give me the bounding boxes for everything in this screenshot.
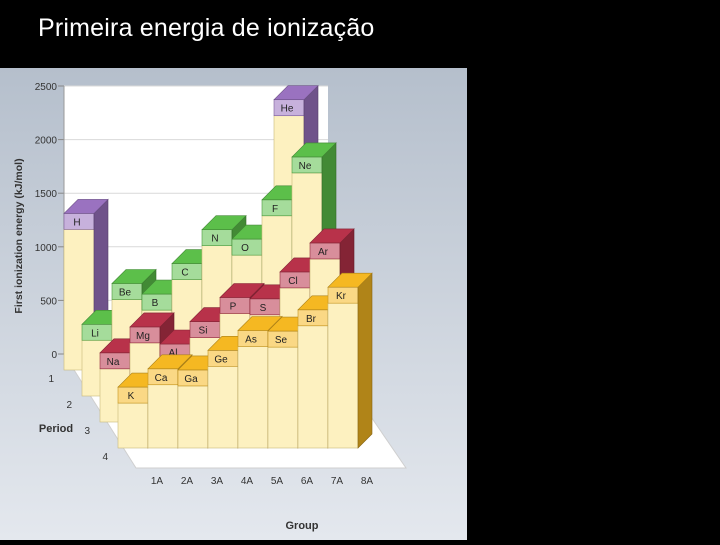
x-tick-label-4A: 4A <box>241 476 254 487</box>
x-axis-label: Group <box>286 520 319 532</box>
bar-label-Se: Se <box>275 335 288 346</box>
bar-top-N <box>201 215 247 230</box>
period-tick-label-4: 4 <box>102 452 108 463</box>
x-tick-label-8A: 8A <box>361 476 374 487</box>
bar-label-He: He <box>281 104 294 115</box>
bar-top-Be <box>111 269 157 284</box>
y-tick-label: 2000 <box>35 136 58 147</box>
bar-label-Ne: Ne <box>299 161 312 172</box>
bar-label-N: N <box>211 234 218 245</box>
y-tick-label: 1500 <box>35 189 58 200</box>
x-tick-label-7A: 7A <box>331 476 344 487</box>
y-tick-label: 0 <box>51 350 57 361</box>
bar-label-As: As <box>245 334 257 345</box>
bar-top-Ne <box>291 142 337 158</box>
bar-label-Ge: Ge <box>214 354 228 365</box>
bar-label-O: O <box>241 243 249 254</box>
bar-top-P <box>219 283 265 298</box>
x-axis: 1A 2A 3A 4A 5A 6A 7A 8A <box>151 476 374 487</box>
bar-label-F: F <box>272 204 278 215</box>
bar-label-B: B <box>152 298 159 309</box>
bar-label-Ca: Ca <box>155 373 168 384</box>
period-tick-label-3: 3 <box>84 426 90 437</box>
bar-top-Kr <box>327 272 373 288</box>
bar-label-Be: Be <box>119 288 132 299</box>
bar-front-Ca <box>147 384 179 449</box>
bar-front-Kr <box>327 302 359 449</box>
x-tick-label-5A: 5A <box>271 476 284 487</box>
period-axis: 1 2 3 4 <box>48 374 108 463</box>
bar-top-Mg <box>129 312 175 328</box>
bar-label-Cl: Cl <box>288 276 297 287</box>
bar-front-As <box>237 346 269 449</box>
bar-label-H: H <box>73 217 80 228</box>
bar-top-Ca <box>147 354 193 370</box>
bar-label-Mg: Mg <box>136 331 150 342</box>
y-tick-label: 500 <box>40 296 57 307</box>
bar-top-As <box>237 316 283 331</box>
bar-label-C: C <box>181 268 188 279</box>
bar-label-Na: Na <box>107 357 120 368</box>
x-tick-label-3A: 3A <box>211 476 224 487</box>
ionization-energy-3d-bar-chart: 0 500 1000 1500 2000 2500 H He Li Be B C N O F Ne Na Mg A… <box>0 68 467 540</box>
bar-top-Ar <box>309 228 355 244</box>
bar-top-He <box>273 85 319 101</box>
bar-label-Br: Br <box>306 314 317 325</box>
bar-front-Ge <box>207 366 239 449</box>
bar-label-Si: Si <box>199 326 208 337</box>
bar-label-Ar: Ar <box>318 247 329 258</box>
period-axis-label: Period <box>39 423 73 435</box>
x-tick-label-2A: 2A <box>181 476 194 487</box>
bar-label-Li: Li <box>91 328 99 339</box>
bars: H He Li Be B C N O F Ne Na Mg Al Si P S Cl Ar K Ca Ga Ge As Se B… <box>63 84 373 449</box>
y-axis-label: First ionization energy (kJ/mol) <box>13 158 25 313</box>
bar-label-S: S <box>260 303 267 314</box>
bar-side-Kr <box>357 272 373 449</box>
bar-label-Ga: Ga <box>184 374 198 385</box>
bar-label-Al: Al <box>169 348 178 359</box>
bar-Kr: Kr <box>327 272 373 449</box>
slide-title: Primeira energia de ionização <box>38 14 375 42</box>
chart-panel: 0 500 1000 1500 2000 2500 H He Li Be B C N O F Ne Na Mg A… <box>0 68 467 540</box>
bar-front-Br <box>297 325 329 449</box>
bar-front-Ga <box>177 385 209 449</box>
y-tick-label: 2500 <box>35 82 58 93</box>
bar-label-P: P <box>230 302 237 313</box>
bar-front-Se <box>267 346 299 449</box>
bar-top-H <box>63 199 109 214</box>
bar-label-Kr: Kr <box>336 291 347 302</box>
period-tick-label-1: 1 <box>48 374 54 385</box>
x-tick-label-6A: 6A <box>301 476 314 487</box>
bar-front-K <box>117 402 149 449</box>
period-tick-label-2: 2 <box>66 400 72 411</box>
y-tick-label: 1000 <box>35 243 58 254</box>
x-tick-label-1A: 1A <box>151 476 164 487</box>
bar-label-K: K <box>128 391 135 402</box>
